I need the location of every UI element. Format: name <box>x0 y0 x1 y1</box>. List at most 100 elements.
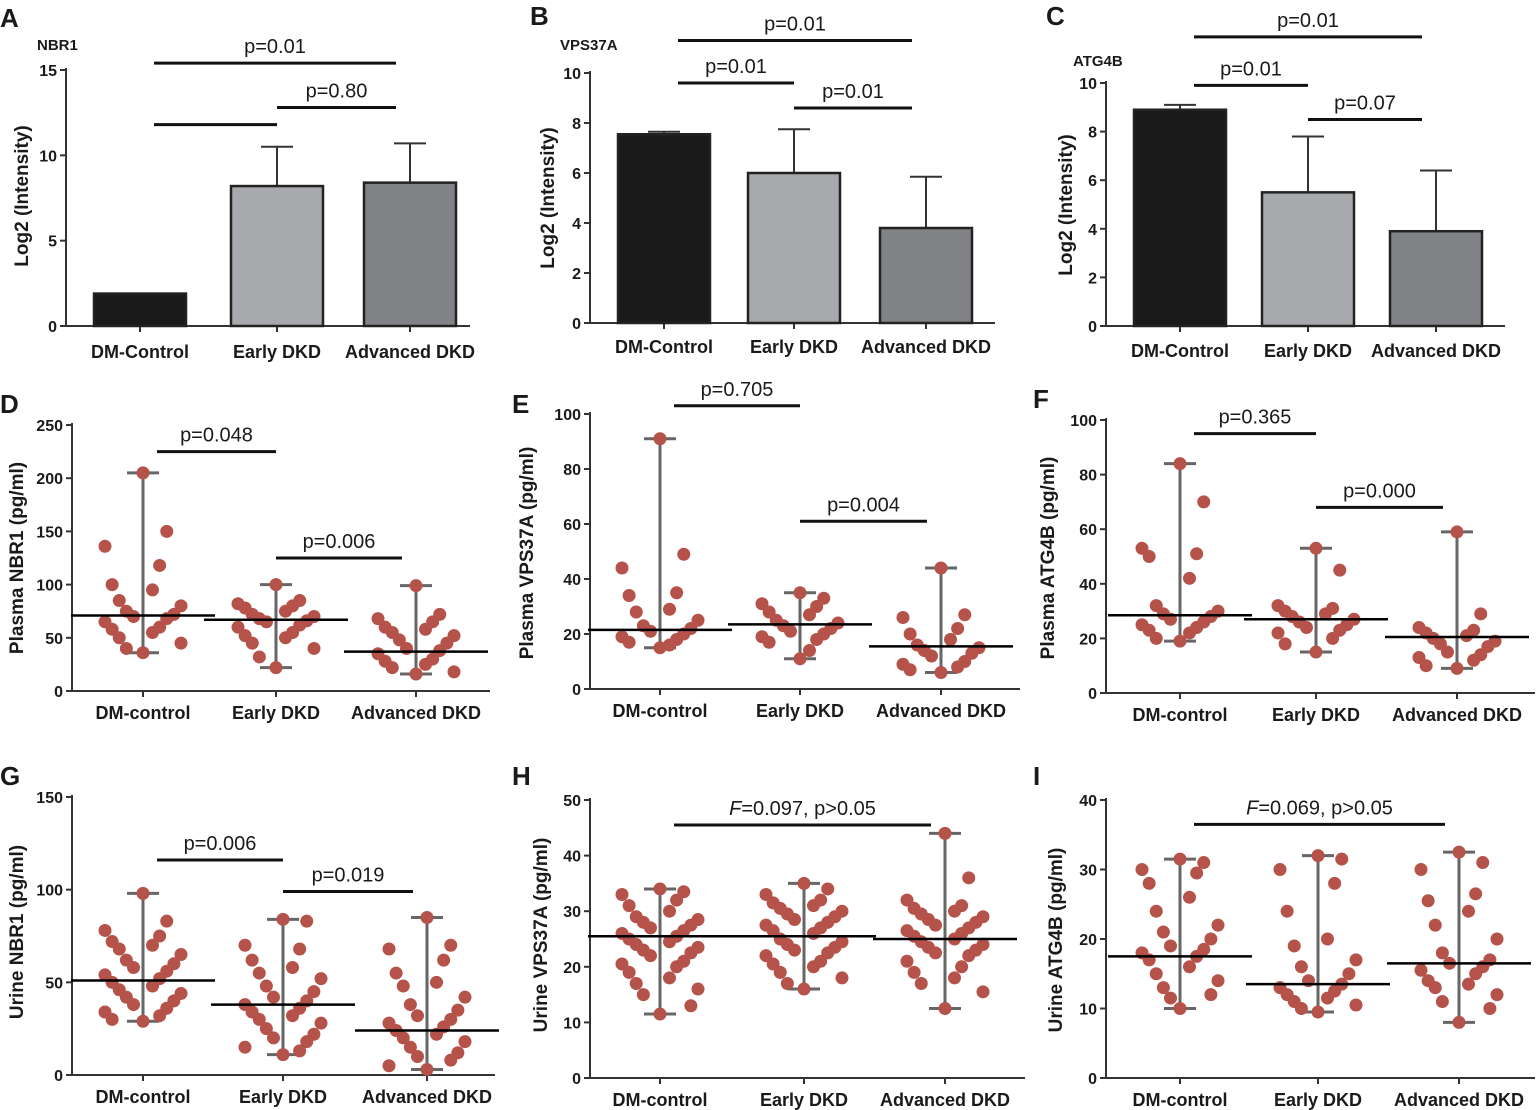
x-category-label: DM-control <box>96 1087 191 1107</box>
data-point <box>622 965 636 979</box>
data-point <box>810 633 824 646</box>
data-point <box>259 1022 273 1036</box>
panel-letter: D <box>0 389 19 419</box>
data-point <box>948 971 961 985</box>
data-point <box>1319 607 1332 621</box>
y-axis-title: Urine VPS37A (pg/ml) <box>531 838 552 1033</box>
data-point <box>174 636 188 650</box>
y-tick-label: 80 <box>563 462 581 479</box>
panel-a: A NBR1 Log2 (Intensity) 0 5 10 15 DM-Control Ear… <box>0 3 475 362</box>
data-point <box>1183 626 1196 640</box>
y-tick-label: 40 <box>563 849 581 866</box>
data-point <box>411 1009 424 1023</box>
data-point <box>105 1012 119 1026</box>
significance-label: p=0.01 <box>822 81 884 103</box>
data-point <box>934 561 948 575</box>
data-point <box>269 578 283 592</box>
panel-i: I Urine ATG4B (pg/ml) 0 10 20 30 40 DM-control E… <box>1033 761 1535 1110</box>
data-point <box>1164 991 1177 1005</box>
y-tick-label: 80 <box>1079 468 1097 485</box>
y-tick-label: 8 <box>572 116 581 133</box>
y-tick-label: 20 <box>563 960 581 977</box>
data-point <box>105 622 119 636</box>
data-point <box>1173 457 1187 471</box>
stat-value: =0.097, p>0.05 <box>741 798 876 820</box>
data-point <box>788 943 801 957</box>
data-point <box>252 966 266 980</box>
data-point <box>691 982 705 996</box>
y-tick-label: 50 <box>45 631 63 648</box>
data-point <box>98 923 112 937</box>
data-point <box>1183 890 1196 904</box>
significance-label: p=0.000 <box>1343 480 1416 502</box>
y-tick-label: 6 <box>572 166 581 183</box>
x-category-label: DM-Control <box>91 342 189 362</box>
x-category-label: Early DKD <box>1274 1090 1362 1110</box>
data-point <box>793 586 807 600</box>
data-point <box>286 1009 299 1023</box>
stat-symbol: F <box>729 798 743 820</box>
data-point <box>653 1007 667 1021</box>
x-category-label: Early DKD <box>1272 705 1360 725</box>
data-point <box>896 611 910 624</box>
data-point <box>174 599 188 613</box>
data-point <box>938 1002 952 1015</box>
y-tick-label: 30 <box>563 904 581 921</box>
panel-letter: F <box>1033 384 1049 414</box>
x-category-label: Early DKD <box>239 1087 327 1107</box>
data-point <box>300 914 314 928</box>
y-tick-label: 100 <box>554 407 581 424</box>
data-point <box>136 466 150 480</box>
bar <box>92 292 188 328</box>
x-category-label: Advanced DKD <box>1392 705 1522 725</box>
data-point <box>1490 988 1504 1002</box>
y-tick-label: 60 <box>1079 522 1097 539</box>
data-point <box>419 622 432 636</box>
y-axis-title: Log2 (Intensity) <box>12 125 33 266</box>
data-point <box>136 886 150 900</box>
data-point <box>807 899 820 913</box>
data-point <box>1349 998 1363 1012</box>
data-point <box>314 1016 328 1030</box>
x-category-label: Advanced DKD <box>861 337 991 357</box>
data-point <box>951 622 965 635</box>
data-point <box>1414 863 1428 876</box>
panel-letter: G <box>0 761 20 791</box>
significance-label: p=0.019 <box>312 865 385 887</box>
data-point <box>245 636 259 650</box>
y-tick-label: 100 <box>36 578 63 595</box>
data-point <box>663 971 676 985</box>
data-point <box>136 1014 150 1028</box>
significance-label: p=0.01 <box>764 14 826 36</box>
data-point <box>1441 645 1454 659</box>
data-point <box>644 921 657 935</box>
panel-b: B VPS37A Log2 (Intensity) 0 2 4 6 8 10 DM-Control… <box>530 1 995 357</box>
y-tick-label: 0 <box>1088 686 1097 703</box>
data-point <box>962 949 976 963</box>
data-point <box>1173 1002 1187 1015</box>
data-point <box>1197 856 1211 870</box>
data-point <box>1462 904 1475 918</box>
data-point <box>430 975 443 989</box>
data-point <box>392 633 406 647</box>
y-tick-label: 250 <box>36 418 63 435</box>
data-point <box>396 1031 410 1045</box>
data-point <box>1204 932 1218 946</box>
data-point <box>903 627 917 641</box>
y-tick-label: 60 <box>563 517 581 534</box>
data-point <box>1419 659 1433 673</box>
y-axis-title: Urine ATG4B (pg/ml) <box>1046 848 1067 1033</box>
panel-d: D Plasma NBR1 (pg/ml) 0 50 100 150 200 250 DM-co… <box>0 389 490 723</box>
data-point <box>279 631 292 645</box>
data-point <box>788 913 801 927</box>
panel-c: C ATG4B Log2 (Intensity) 0 2 4 6 8 10 DM-Control E… <box>1046 1 1505 361</box>
data-point <box>803 644 816 657</box>
data-point <box>677 547 691 561</box>
data-point <box>1452 1015 1466 1029</box>
data-point <box>835 971 849 985</box>
panel-g: G Urine NBR1 (pg/ml) 0 50 100 150 DM-control Ea… <box>0 761 499 1107</box>
data-point <box>1435 995 1449 1009</box>
significance-label: p=0.80 <box>306 81 368 103</box>
data-point <box>1190 547 1204 561</box>
data-point <box>403 1040 417 1054</box>
